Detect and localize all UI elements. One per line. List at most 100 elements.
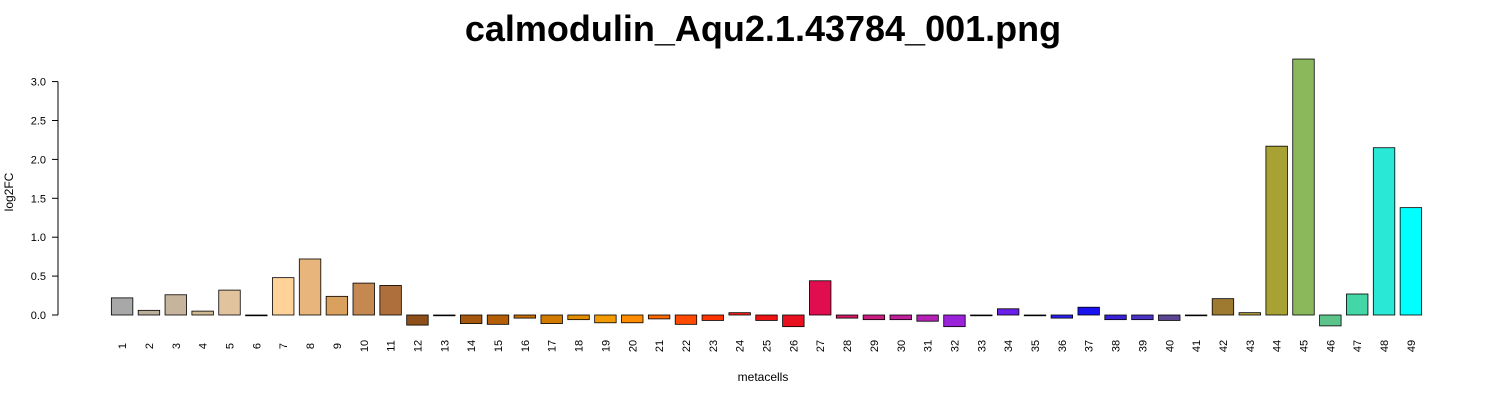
x-tick-label-45: 45 bbox=[1299, 340, 1311, 352]
x-tick-label-7: 7 bbox=[278, 343, 290, 349]
x-tick-label-15: 15 bbox=[493, 340, 505, 352]
bar-20 bbox=[621, 314, 644, 324]
x-tick-label-28: 28 bbox=[842, 340, 854, 352]
bar-8 bbox=[298, 258, 322, 316]
x-tick-label-34: 34 bbox=[1003, 340, 1015, 352]
bar-21 bbox=[647, 314, 671, 320]
x-tick-label-9: 9 bbox=[332, 343, 344, 349]
bar-26 bbox=[782, 314, 805, 328]
x-tick-label-49: 49 bbox=[1406, 340, 1418, 352]
x-tick-label-14: 14 bbox=[466, 340, 478, 352]
x-axis-label: metacells bbox=[738, 370, 789, 384]
bar-23 bbox=[701, 314, 724, 321]
y-tick-label: 3.0 bbox=[31, 77, 46, 89]
x-tick-label-36: 36 bbox=[1057, 340, 1069, 352]
bar-45 bbox=[1292, 58, 1315, 316]
x-tick-label-3: 3 bbox=[171, 343, 183, 349]
bar-39 bbox=[1131, 314, 1154, 321]
bar-4 bbox=[191, 310, 214, 316]
bar-10 bbox=[352, 282, 375, 316]
bar-18 bbox=[567, 314, 590, 321]
bar-30 bbox=[889, 314, 912, 321]
bar-22 bbox=[674, 314, 698, 325]
bar-27 bbox=[809, 280, 832, 316]
bar-17 bbox=[540, 314, 563, 324]
bar-3 bbox=[164, 294, 187, 316]
bar-13 bbox=[433, 314, 456, 317]
x-tick-label-41: 41 bbox=[1191, 340, 1203, 352]
x-tick-label-16: 16 bbox=[520, 340, 532, 352]
bar-15 bbox=[486, 314, 510, 325]
x-tick-label-1: 1 bbox=[117, 343, 129, 349]
x-tick-label-22: 22 bbox=[681, 340, 693, 352]
x-tick-label-23: 23 bbox=[708, 340, 720, 352]
y-tick-label: 2.0 bbox=[31, 154, 46, 166]
bar-19 bbox=[594, 314, 617, 324]
x-tick-label-17: 17 bbox=[547, 340, 559, 352]
bar-38 bbox=[1104, 314, 1127, 321]
x-tick-label-6: 6 bbox=[251, 343, 263, 349]
y-tick-label: 0.0 bbox=[31, 310, 46, 322]
bar-28 bbox=[835, 314, 859, 319]
x-tick-label-39: 39 bbox=[1137, 340, 1149, 352]
y-tick-label: 1.5 bbox=[31, 193, 46, 205]
x-tick-label-10: 10 bbox=[359, 340, 371, 352]
x-tick-label-4: 4 bbox=[198, 343, 210, 349]
x-tick-label-31: 31 bbox=[923, 340, 935, 352]
bar-40 bbox=[1158, 314, 1181, 321]
x-tick-label-8: 8 bbox=[305, 343, 317, 349]
x-tick-label-20: 20 bbox=[627, 340, 639, 352]
x-tick-label-2: 2 bbox=[144, 343, 156, 349]
bar-49 bbox=[1399, 207, 1423, 316]
bar-9 bbox=[325, 295, 349, 316]
x-tick-label-44: 44 bbox=[1272, 340, 1284, 352]
bar-37 bbox=[1077, 306, 1100, 316]
x-tick-label-48: 48 bbox=[1379, 340, 1391, 352]
x-tick-label-21: 21 bbox=[654, 340, 666, 352]
bar-47 bbox=[1346, 293, 1369, 316]
bar-34 bbox=[997, 308, 1020, 316]
bars bbox=[110, 58, 1423, 328]
x-tick-label-26: 26 bbox=[788, 340, 800, 352]
x-tick-label-29: 29 bbox=[869, 340, 881, 352]
x-tick-label-35: 35 bbox=[1030, 340, 1042, 352]
bar-43 bbox=[1238, 312, 1261, 316]
bar-5 bbox=[218, 289, 241, 316]
x-tick-label-27: 27 bbox=[815, 340, 827, 352]
bar-33 bbox=[970, 314, 993, 317]
x-tick-label-32: 32 bbox=[949, 340, 961, 352]
bar-31 bbox=[916, 314, 939, 322]
bar-25 bbox=[755, 314, 778, 321]
bar-35 bbox=[1023, 314, 1047, 317]
x-tick-label-40: 40 bbox=[1164, 340, 1176, 352]
x-tick-label-43: 43 bbox=[1245, 340, 1257, 352]
bar-36 bbox=[1050, 314, 1073, 319]
bar-29 bbox=[862, 314, 886, 321]
x-tick-label-13: 13 bbox=[439, 340, 451, 352]
bar-7 bbox=[272, 277, 295, 316]
y-tick-label: 0.5 bbox=[31, 271, 46, 283]
x-tick-label-46: 46 bbox=[1325, 340, 1337, 352]
bar-2 bbox=[137, 309, 161, 316]
bar-14 bbox=[459, 314, 483, 324]
x-tick-label-12: 12 bbox=[412, 340, 424, 352]
x-tick-label-18: 18 bbox=[574, 340, 586, 352]
y-axis: 0.0 0.5 1.0 1.5 2.0 2.5 3.0 bbox=[31, 77, 59, 322]
bar-6 bbox=[245, 314, 268, 317]
bar-24 bbox=[728, 312, 751, 316]
x-tick-label-33: 33 bbox=[976, 340, 988, 352]
bar-32 bbox=[943, 314, 966, 328]
bar-11 bbox=[379, 285, 402, 316]
x-tick-label-30: 30 bbox=[896, 340, 908, 352]
x-tick-label-11: 11 bbox=[386, 340, 398, 351]
x-tick-label-19: 19 bbox=[600, 340, 612, 352]
x-tick-label-42: 42 bbox=[1218, 340, 1230, 352]
bar-1 bbox=[110, 297, 134, 316]
y-axis-label: log2FC bbox=[2, 172, 16, 211]
x-tick-label-38: 38 bbox=[1111, 340, 1123, 352]
x-tick-labels: 1 2 3 4 5 6 7 8 9 10 11 12 13 14 15 16 17 18 19 20 21 22 23 24 2… bbox=[117, 340, 1418, 352]
bar-48 bbox=[1372, 147, 1396, 316]
bar-42 bbox=[1211, 298, 1235, 316]
bar-44 bbox=[1265, 145, 1288, 316]
